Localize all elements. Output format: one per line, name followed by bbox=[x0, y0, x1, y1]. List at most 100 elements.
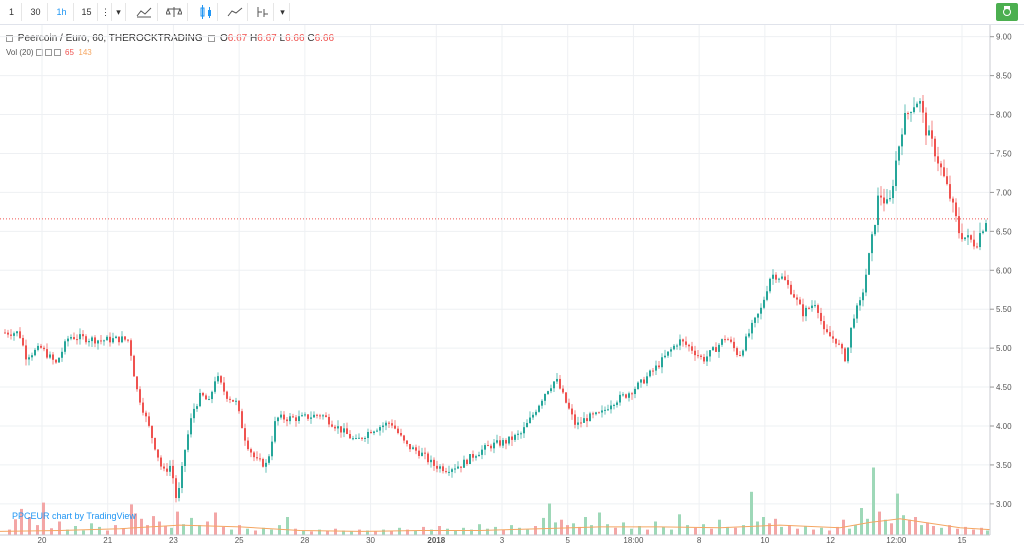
bar-style-icon[interactable] bbox=[130, 3, 158, 21]
candle bbox=[463, 455, 465, 468]
interval-30-button[interactable]: 30 bbox=[24, 3, 48, 21]
candle bbox=[49, 351, 51, 360]
candle-body bbox=[568, 402, 570, 409]
candle-body bbox=[475, 456, 477, 458]
candle bbox=[73, 332, 75, 340]
interval-15-button[interactable]: 15 bbox=[76, 3, 98, 21]
volume-bar bbox=[152, 516, 155, 535]
candle bbox=[682, 338, 684, 347]
candle bbox=[112, 332, 114, 344]
candle bbox=[136, 376, 138, 392]
interval-1-button[interactable]: 1 bbox=[2, 3, 22, 21]
candle-body bbox=[883, 197, 885, 204]
candle-body bbox=[304, 414, 306, 416]
candle-body bbox=[340, 426, 342, 433]
candle bbox=[706, 350, 708, 367]
candle-icon[interactable] bbox=[194, 3, 218, 21]
candle-body bbox=[646, 376, 648, 384]
candle-body bbox=[478, 454, 480, 457]
volume-bar bbox=[854, 525, 857, 535]
candle-body bbox=[697, 355, 699, 357]
watermark-link[interactable]: PPCEUR chart by TradingView bbox=[12, 511, 136, 521]
candle bbox=[919, 98, 921, 113]
more-vert-icon[interactable]: ⋮ bbox=[100, 3, 112, 21]
volume-bar bbox=[526, 529, 529, 535]
candle-body bbox=[808, 307, 810, 309]
candle-body bbox=[889, 198, 891, 200]
candle-body bbox=[436, 465, 438, 469]
candle-body bbox=[313, 414, 315, 418]
collapse-icon[interactable] bbox=[6, 34, 13, 42]
candle-body bbox=[733, 341, 735, 349]
candle-body bbox=[448, 471, 450, 473]
candle bbox=[838, 339, 840, 346]
compare-icon[interactable] bbox=[160, 3, 188, 21]
candle-body bbox=[259, 458, 261, 460]
close-icon[interactable] bbox=[53, 49, 61, 57]
candle-body bbox=[412, 447, 414, 450]
candle bbox=[451, 467, 453, 478]
candle-body bbox=[256, 457, 258, 459]
camera-icon[interactable] bbox=[996, 3, 1018, 21]
interval-1h-button[interactable]: 1h bbox=[50, 3, 74, 21]
candle-body bbox=[748, 333, 750, 337]
candle-body bbox=[217, 376, 219, 382]
candle-body bbox=[16, 331, 18, 334]
candle-body bbox=[37, 345, 39, 350]
candle-body bbox=[142, 402, 144, 413]
candle-body bbox=[721, 339, 723, 345]
volume-bar bbox=[560, 519, 563, 535]
x-tick-label: 2018 bbox=[427, 536, 445, 545]
candle bbox=[268, 454, 270, 465]
y-tick-label: 3.50 bbox=[996, 461, 1012, 470]
candle bbox=[193, 403, 195, 423]
candle bbox=[577, 416, 579, 430]
candle bbox=[739, 351, 741, 357]
candle bbox=[52, 351, 54, 365]
candle bbox=[262, 457, 264, 468]
candle-body bbox=[565, 392, 567, 403]
x-tick-label: 18:00 bbox=[623, 536, 644, 545]
candle bbox=[850, 327, 852, 354]
settings-box-icon[interactable] bbox=[208, 34, 216, 42]
price-chart[interactable]: 6.6630:29 9.008.508.007.507.006.506.005.… bbox=[0, 25, 1024, 548]
indicator-icon[interactable] bbox=[252, 3, 274, 21]
price-axis bbox=[990, 25, 1024, 548]
candle bbox=[868, 252, 870, 276]
candle-body bbox=[169, 465, 171, 472]
candle bbox=[613, 403, 615, 410]
candle bbox=[751, 319, 753, 340]
candle-body bbox=[637, 382, 639, 389]
candle-body bbox=[373, 431, 375, 434]
candle bbox=[295, 414, 297, 427]
volume-bar bbox=[796, 528, 799, 535]
indicator-dropdown-icon[interactable]: ▾ bbox=[276, 3, 290, 21]
candle-body bbox=[727, 339, 729, 341]
candle bbox=[469, 453, 471, 465]
candle-body bbox=[766, 291, 768, 300]
high-value: H6.67 bbox=[250, 33, 277, 44]
volume-bar bbox=[542, 517, 545, 535]
candle bbox=[337, 420, 339, 434]
x-tick-label: 12:00 bbox=[886, 536, 907, 545]
candle bbox=[430, 455, 432, 468]
settings-icon[interactable] bbox=[44, 49, 52, 57]
candle bbox=[826, 324, 828, 334]
candle bbox=[685, 336, 687, 348]
candle bbox=[928, 125, 930, 136]
candle-body bbox=[223, 382, 225, 392]
candle bbox=[88, 338, 90, 347]
candle bbox=[556, 373, 558, 385]
candle-body bbox=[493, 442, 495, 449]
candle bbox=[298, 410, 300, 424]
candle bbox=[253, 451, 255, 462]
candle bbox=[520, 431, 522, 439]
candle-body bbox=[151, 425, 153, 438]
chevron-down-icon[interactable]: ▾ bbox=[112, 3, 126, 21]
candle bbox=[640, 378, 642, 388]
volume-bar bbox=[206, 521, 209, 535]
candle bbox=[7, 329, 9, 338]
area-icon[interactable] bbox=[222, 3, 248, 21]
candle-body bbox=[856, 305, 858, 319]
candle-body bbox=[70, 337, 72, 339]
